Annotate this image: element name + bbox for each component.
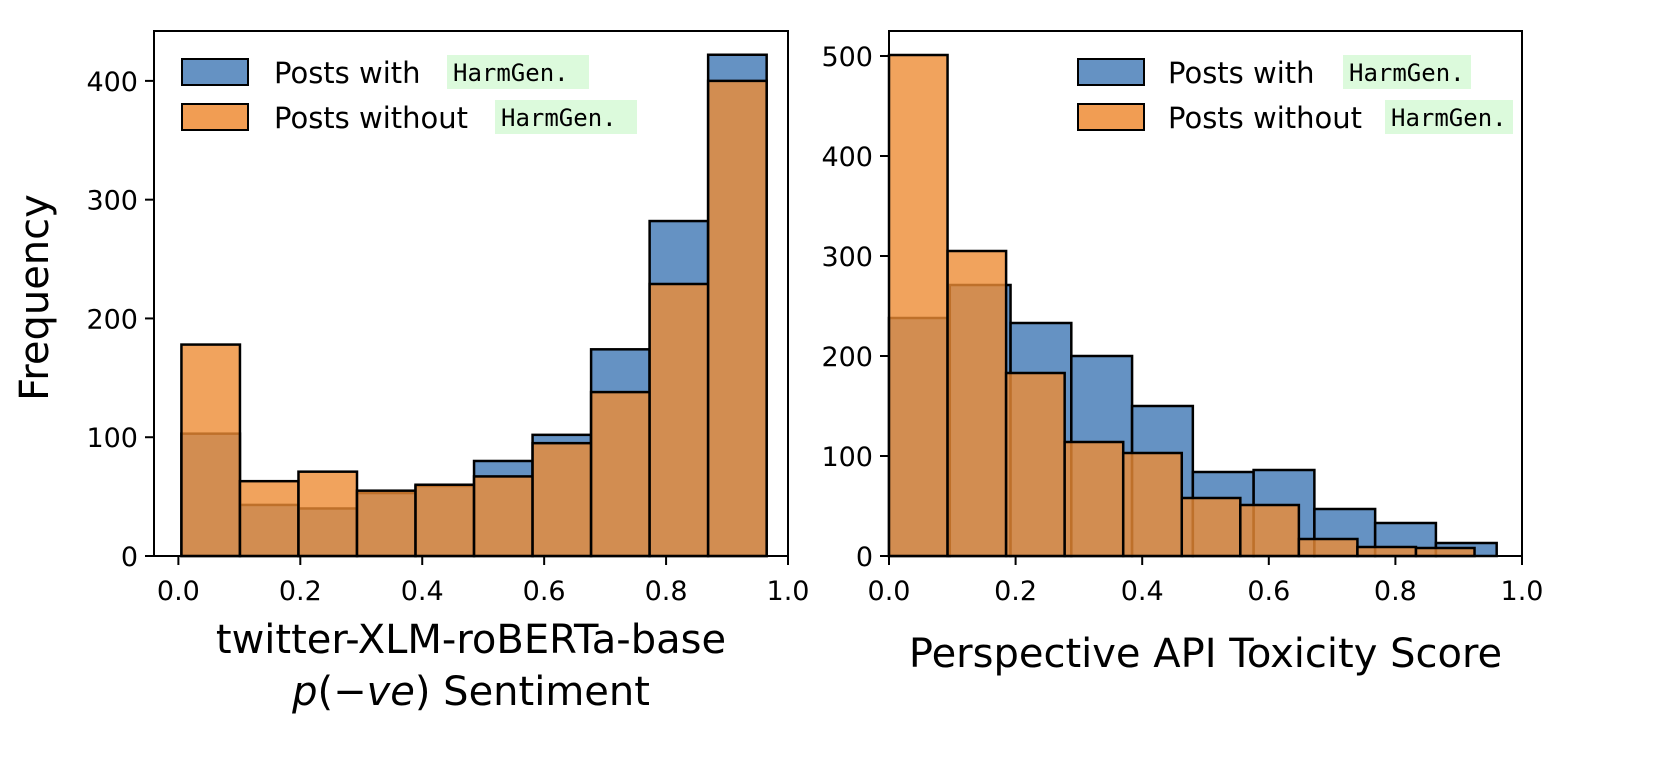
left-ytick-label: 0 [121, 542, 138, 573]
left-legend: Posts with HarmGen. Posts without HarmGen. [166, 46, 641, 146]
left-bar-without-5 [472, 475, 534, 558]
right-bar-without-0 [887, 53, 949, 558]
left-bar-without-2 [297, 470, 359, 558]
toxicity-histogram: 0 100 200 300 400 500 0.0 0.2 0.4 0.6 0.8 1.0 Perspe… [821, 30, 1544, 677]
left-bar-without-1 [238, 479, 300, 558]
right-legend-label-with: Posts with [1168, 56, 1315, 90]
right-bar-without-6 [1239, 503, 1301, 558]
left-legend-label-with: Posts with [274, 56, 421, 90]
left-y-axis-label: Frequency [12, 194, 58, 401]
right-xtick-label: 1.0 [1501, 576, 1544, 607]
right-bar-without-9 [1414, 546, 1476, 558]
left-xtick-label: 0.6 [523, 576, 566, 607]
right-bar-without-2 [1004, 371, 1066, 558]
left-legend-swatch-with [181, 58, 249, 86]
right-legend-swatch-with [1077, 58, 1145, 86]
left-ytick-label: 200 [86, 304, 138, 335]
right-series-without [887, 53, 1476, 558]
left-ytick-label: 400 [86, 67, 138, 98]
right-ytick-label: 400 [821, 142, 873, 173]
right-legend-code-with: HarmGen. [1349, 59, 1465, 87]
right-ytick-label: 100 [821, 442, 873, 473]
right-xtick-label: 0.6 [1247, 576, 1290, 607]
left-bar-without-6 [531, 441, 593, 558]
right-bar-without-1 [946, 249, 1008, 558]
right-bar-without-5 [1180, 496, 1242, 558]
left-xtick-label: 0.8 [645, 576, 688, 607]
right-bar-without-4 [1121, 451, 1184, 558]
left-bar-without-4 [414, 483, 476, 558]
right-xtick-label: 0.0 [868, 576, 911, 607]
right-legend-code-without: HarmGen. [1391, 104, 1507, 132]
left-bar-without-8 [648, 282, 710, 558]
left-bar-without-3 [355, 489, 417, 558]
left-ytick-label: 100 [86, 423, 138, 454]
right-ytick-label: 200 [821, 342, 873, 373]
left-xtick-label: 1.0 [767, 576, 810, 607]
left-x-axis-label-line2: p(−ve) Sentiment [291, 669, 650, 715]
left-plot-frame [153, 30, 789, 557]
right-ytick-label: 0 [856, 542, 873, 573]
left-x-axis-label: twitter-XLM-roBERTa-base [216, 617, 726, 663]
right-ytick-label: 500 [821, 42, 873, 73]
right-legend-code-highlight [1343, 55, 1471, 89]
right-xtick-label: 0.4 [1121, 576, 1164, 607]
sentiment-histogram: 0 100 200 300 400 0.0 0.2 0.4 0.6 0.8 1.0 twitter-X… [12, 30, 810, 715]
left-xtick-label: 0.4 [401, 576, 444, 607]
left-bar-without-9 [706, 79, 768, 558]
right-xtick-label: 0.2 [994, 576, 1037, 607]
right-legend-code-highlight [1385, 100, 1513, 134]
left-ytick-label: 300 [86, 186, 138, 217]
right-bar-without-8 [1356, 545, 1418, 558]
left-bar-without-7 [589, 390, 651, 558]
left-legend-code-without: HarmGen. [501, 104, 617, 132]
right-legend-swatch-without [1077, 103, 1145, 131]
left-legend-swatch-without [181, 103, 249, 131]
left-legend-code-highlight [447, 55, 589, 89]
right-plot-frame [888, 30, 1523, 557]
left-legend-code-with: HarmGen. [453, 59, 569, 87]
right-legend-label-without: Posts without [1168, 101, 1362, 135]
left-xtick-label: 0.0 [157, 576, 200, 607]
right-bar-without-3 [1063, 440, 1125, 558]
left-legend-label-without: Posts without [274, 101, 468, 135]
right-xtick-label: 0.8 [1374, 576, 1417, 607]
right-legend: Posts with HarmGen. Posts without HarmGen. [1064, 46, 1520, 146]
left-legend-code-highlight [495, 100, 637, 134]
right-x-axis-label: Perspective API Toxicity Score [909, 631, 1502, 677]
left-xtick-label: 0.2 [279, 576, 322, 607]
right-bar-without-7 [1297, 537, 1359, 558]
right-ytick-label: 300 [821, 242, 873, 273]
left-series-without [180, 79, 768, 558]
left-bar-without-0 [180, 343, 242, 558]
